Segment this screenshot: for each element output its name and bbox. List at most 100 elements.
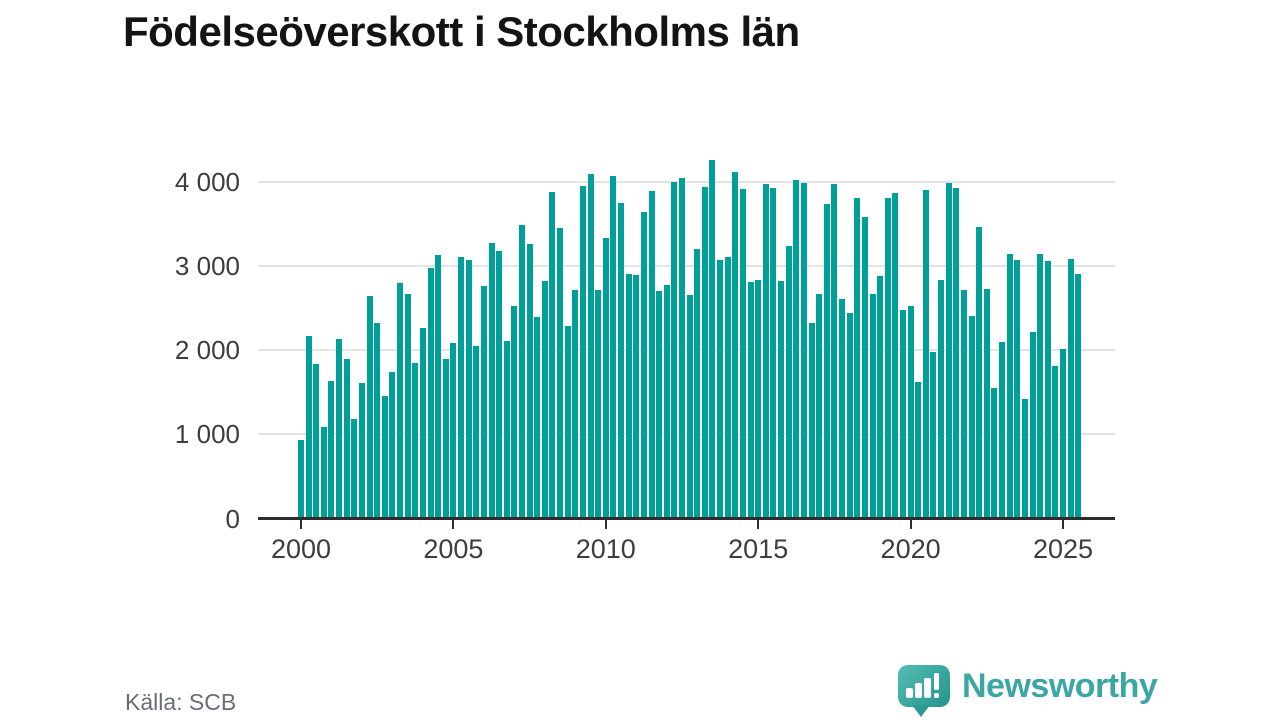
bar <box>602 237 609 519</box>
bar <box>298 440 304 519</box>
x-axis-tick <box>1062 519 1064 529</box>
bar <box>480 285 487 519</box>
bar <box>381 396 388 519</box>
bar <box>679 178 685 519</box>
logo-chart-bar-icon <box>915 683 922 698</box>
bar <box>709 159 716 519</box>
bar <box>526 244 533 519</box>
bar <box>1021 399 1028 519</box>
bar <box>625 273 632 519</box>
bar <box>572 289 579 519</box>
bar <box>358 383 365 519</box>
bar <box>755 279 762 519</box>
bar <box>397 282 404 519</box>
bar <box>564 325 571 519</box>
bar <box>694 248 701 519</box>
bar <box>724 257 731 519</box>
bar <box>336 338 343 519</box>
bar <box>366 296 373 519</box>
bar <box>351 419 358 519</box>
bar <box>465 260 472 519</box>
bar <box>557 227 564 519</box>
bar <box>419 327 426 519</box>
logo-bubble-tail <box>912 705 930 717</box>
bar <box>808 322 815 519</box>
bar <box>579 185 586 519</box>
bar <box>1029 331 1036 519</box>
bar <box>663 284 670 519</box>
bar <box>320 426 327 519</box>
bar <box>762 184 769 519</box>
bar <box>701 186 708 519</box>
bar <box>983 289 990 519</box>
bar <box>671 182 678 519</box>
bar <box>846 312 853 519</box>
x-axis-tick-label: 2005 <box>423 534 484 564</box>
source-note: Källa: SCB <box>125 689 237 715</box>
x-axis-tick <box>757 519 760 529</box>
bar <box>785 246 792 519</box>
bar <box>823 203 830 519</box>
bar <box>427 267 434 519</box>
bar <box>541 281 548 519</box>
bar <box>717 259 724 519</box>
y-gridline <box>258 349 1115 352</box>
bar <box>945 182 952 519</box>
bar <box>435 254 442 519</box>
bar <box>1060 349 1066 519</box>
bar <box>488 242 495 519</box>
bar <box>816 294 823 519</box>
bar <box>640 211 647 519</box>
bar <box>610 176 617 519</box>
logo-exclamation-dot-icon <box>934 693 939 698</box>
bar <box>549 192 556 519</box>
bar <box>907 305 914 519</box>
x-axis-tick <box>300 519 302 529</box>
bar <box>778 281 785 519</box>
logo-chart-bar-icon <box>924 678 931 698</box>
bar <box>953 187 960 519</box>
logo-wordmark: Newsworthy <box>962 666 1158 705</box>
bar <box>458 256 465 519</box>
y-axis-tick-label: 2 000 <box>174 335 240 366</box>
bar <box>450 342 457 519</box>
y-axis-tick-label: 0 <box>225 503 240 534</box>
x-axis-line <box>258 516 1115 520</box>
bar <box>374 323 381 519</box>
bar <box>1052 365 1059 519</box>
x-axis-tick <box>452 519 455 529</box>
bar <box>1075 273 1082 519</box>
bar <box>587 173 594 519</box>
bar <box>747 282 754 519</box>
bar <box>328 380 335 519</box>
bar <box>915 382 922 519</box>
bar <box>793 180 800 519</box>
bar <box>511 306 518 519</box>
x-axis-tick-label: 2020 <box>880 534 941 564</box>
bar <box>770 187 777 519</box>
bar <box>389 372 396 519</box>
bar <box>305 336 312 519</box>
bar <box>899 309 906 519</box>
bar <box>831 184 838 519</box>
bar <box>976 226 983 519</box>
x-axis-tick-label: 2015 <box>728 534 789 564</box>
x-axis-tick-label: 2010 <box>575 534 636 564</box>
bar <box>656 291 663 519</box>
chart-title: Födelseöverskott i Stockholms län <box>123 8 800 55</box>
x-axis-tick-label: 2025 <box>1032 534 1094 564</box>
bar <box>839 299 846 519</box>
bar <box>854 197 861 519</box>
logo-speech-bubble-icon <box>898 665 950 717</box>
bar <box>496 251 503 519</box>
newsworthy-logo: Newsworthy <box>898 665 1158 717</box>
bar <box>1037 253 1044 519</box>
x-axis-tick <box>909 519 912 529</box>
bar <box>960 290 967 519</box>
bar <box>991 388 998 519</box>
bar <box>686 295 693 519</box>
bar <box>1006 253 1013 519</box>
bar <box>938 280 945 519</box>
bar <box>861 217 868 519</box>
